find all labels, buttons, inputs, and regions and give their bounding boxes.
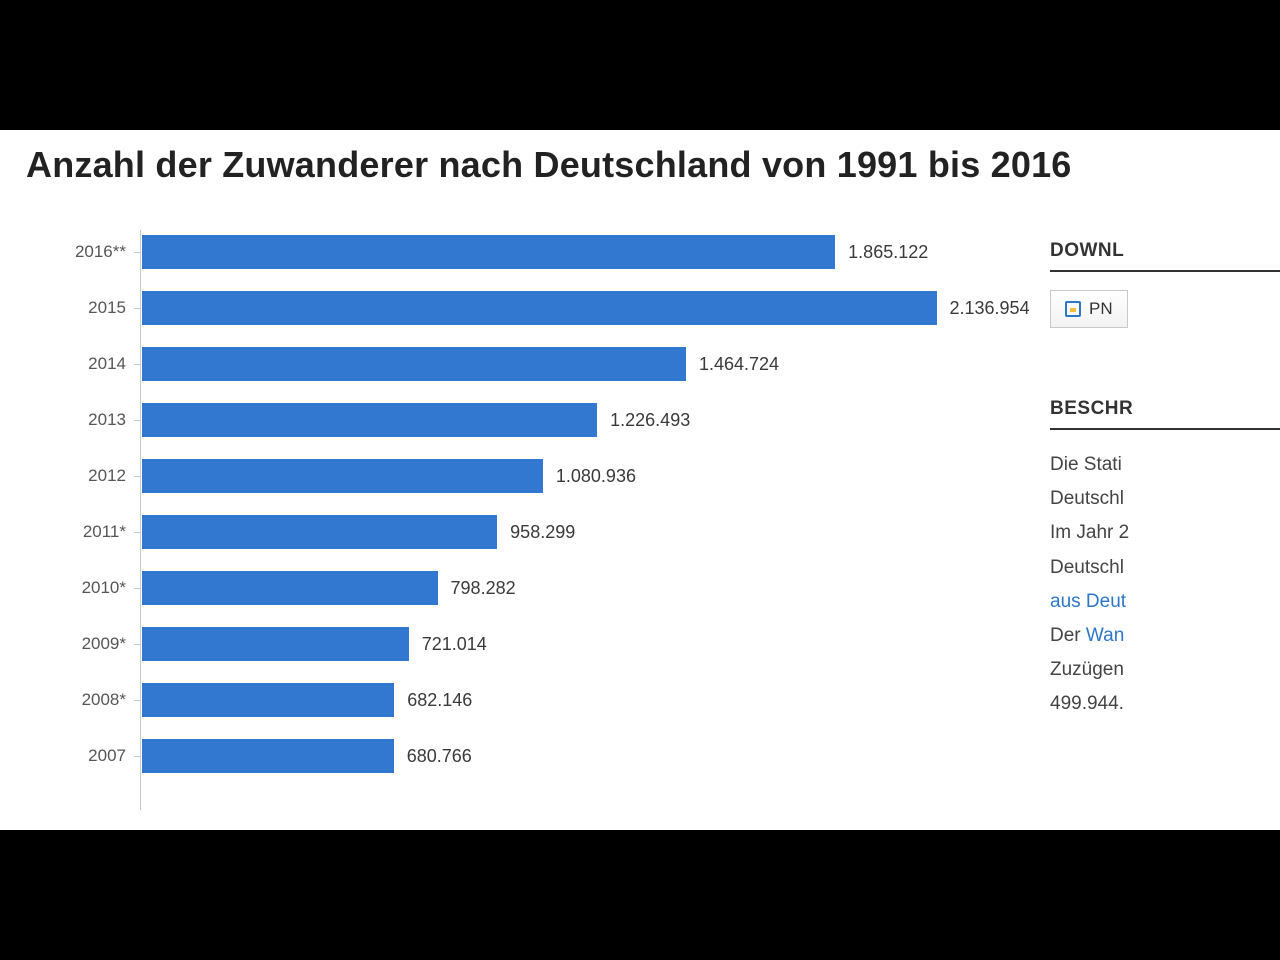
description-line: Im Jahr 2 (1050, 516, 1280, 550)
bar-wrap: 798.282 (141, 570, 516, 606)
bar-wrap: 721.014 (141, 626, 487, 662)
bar (141, 626, 410, 662)
y-axis-label: 2015 (40, 298, 134, 318)
bar-value-label: 2.136.954 (950, 298, 1030, 319)
bar (141, 234, 836, 270)
description-line: aus Deut (1050, 585, 1280, 619)
bar-row: 2007 680.766 (40, 734, 1030, 778)
axis-tick (134, 252, 140, 253)
bar-wrap: 682.146 (141, 682, 472, 718)
axis-tick (134, 700, 140, 701)
description-block: BESCHR Die StatiDeutschlIm Jahr 2Deutsch… (1050, 398, 1280, 722)
bar-row: 2012 1.080.936 (40, 454, 1030, 498)
letterbox-top (0, 0, 1280, 130)
axis-tick (134, 476, 140, 477)
description-line: Deutschl (1050, 551, 1280, 585)
axis-tick (134, 588, 140, 589)
description-line: Der Wan (1050, 619, 1280, 653)
bar-wrap: 1.865.122 (141, 234, 928, 270)
bar (141, 458, 544, 494)
bar-wrap: 1.464.724 (141, 346, 779, 382)
content-band: Anzahl der Zuwanderer nach Deutschland v… (0, 130, 1280, 830)
chart-area: 2016** 1.865.122 2015 2.136.954 2014 1.464.72… (40, 230, 1030, 810)
y-axis-label: 2014 (40, 354, 134, 374)
bar (141, 290, 938, 326)
description-line: 499.944. (1050, 687, 1280, 721)
axis-tick (134, 364, 140, 365)
bar-value-label: 1.226.493 (610, 410, 690, 431)
axis-tick (134, 532, 140, 533)
y-axis-label: 2009* (40, 634, 134, 654)
description-line: Deutschl (1050, 482, 1280, 516)
bar-row: 2009* 721.014 (40, 622, 1030, 666)
description-heading: BESCHR (1050, 398, 1280, 430)
bar-row: 2008* 682.146 (40, 678, 1030, 722)
bar-value-label: 958.299 (510, 522, 575, 543)
y-axis-label: 2012 (40, 466, 134, 486)
axis-tick (134, 308, 140, 309)
bar-row: 2011* 958.299 (40, 510, 1030, 554)
y-axis-label: 2011* (40, 522, 134, 542)
bar (141, 346, 687, 382)
bar-value-label: 1.865.122 (848, 242, 928, 263)
bar-wrap: 1.080.936 (141, 458, 636, 494)
bar-value-label: 682.146 (407, 690, 472, 711)
description-line: Zuzügen (1050, 653, 1280, 687)
bar-wrap: 2.136.954 (141, 290, 1030, 326)
description-line: Die Stati (1050, 448, 1280, 482)
bar (141, 514, 498, 550)
axis-tick (134, 644, 140, 645)
bar-row: 2015 2.136.954 (40, 286, 1030, 330)
description-link[interactable]: Wan (1086, 625, 1124, 646)
image-icon (1065, 301, 1081, 317)
y-axis-label: 2007 (40, 746, 134, 766)
bar-value-label: 680.766 (407, 746, 472, 767)
bar (141, 682, 395, 718)
bar-row: 2014 1.464.724 (40, 342, 1030, 386)
axis-tick (134, 420, 140, 421)
bar-row: 2016** 1.865.122 (40, 230, 1030, 274)
y-axis-label: 2016** (40, 242, 134, 262)
bar (141, 402, 598, 438)
axis-tick (134, 756, 140, 757)
bar-value-label: 1.080.936 (556, 466, 636, 487)
bar-wrap: 958.299 (141, 514, 575, 550)
bar-value-label: 798.282 (451, 578, 516, 599)
description-text: Die StatiDeutschlIm Jahr 2Deutschlaus De… (1050, 448, 1280, 722)
sidebar: DOWNL PN BESCHR Die StatiDeutschlIm Jahr… (1050, 240, 1280, 722)
bar (141, 570, 439, 606)
chart-title: Anzahl der Zuwanderer nach Deutschland v… (0, 130, 1280, 196)
download-png-label: PN (1089, 299, 1113, 319)
description-link[interactable]: aus Deut (1050, 591, 1126, 612)
letterbox-bottom (0, 830, 1280, 960)
bar-row: 2013 1.226.493 (40, 398, 1030, 442)
bar-row: 2010* 798.282 (40, 566, 1030, 610)
download-heading: DOWNL (1050, 240, 1280, 272)
bar (141, 738, 395, 774)
download-png-button[interactable]: PN (1050, 290, 1128, 328)
y-axis-label: 2013 (40, 410, 134, 430)
y-axis-label: 2008* (40, 690, 134, 710)
bar-wrap: 1.226.493 (141, 402, 690, 438)
y-axis-label: 2010* (40, 578, 134, 598)
bar-value-label: 721.014 (422, 634, 487, 655)
bar-wrap: 680.766 (141, 738, 472, 774)
bar-value-label: 1.464.724 (699, 354, 779, 375)
